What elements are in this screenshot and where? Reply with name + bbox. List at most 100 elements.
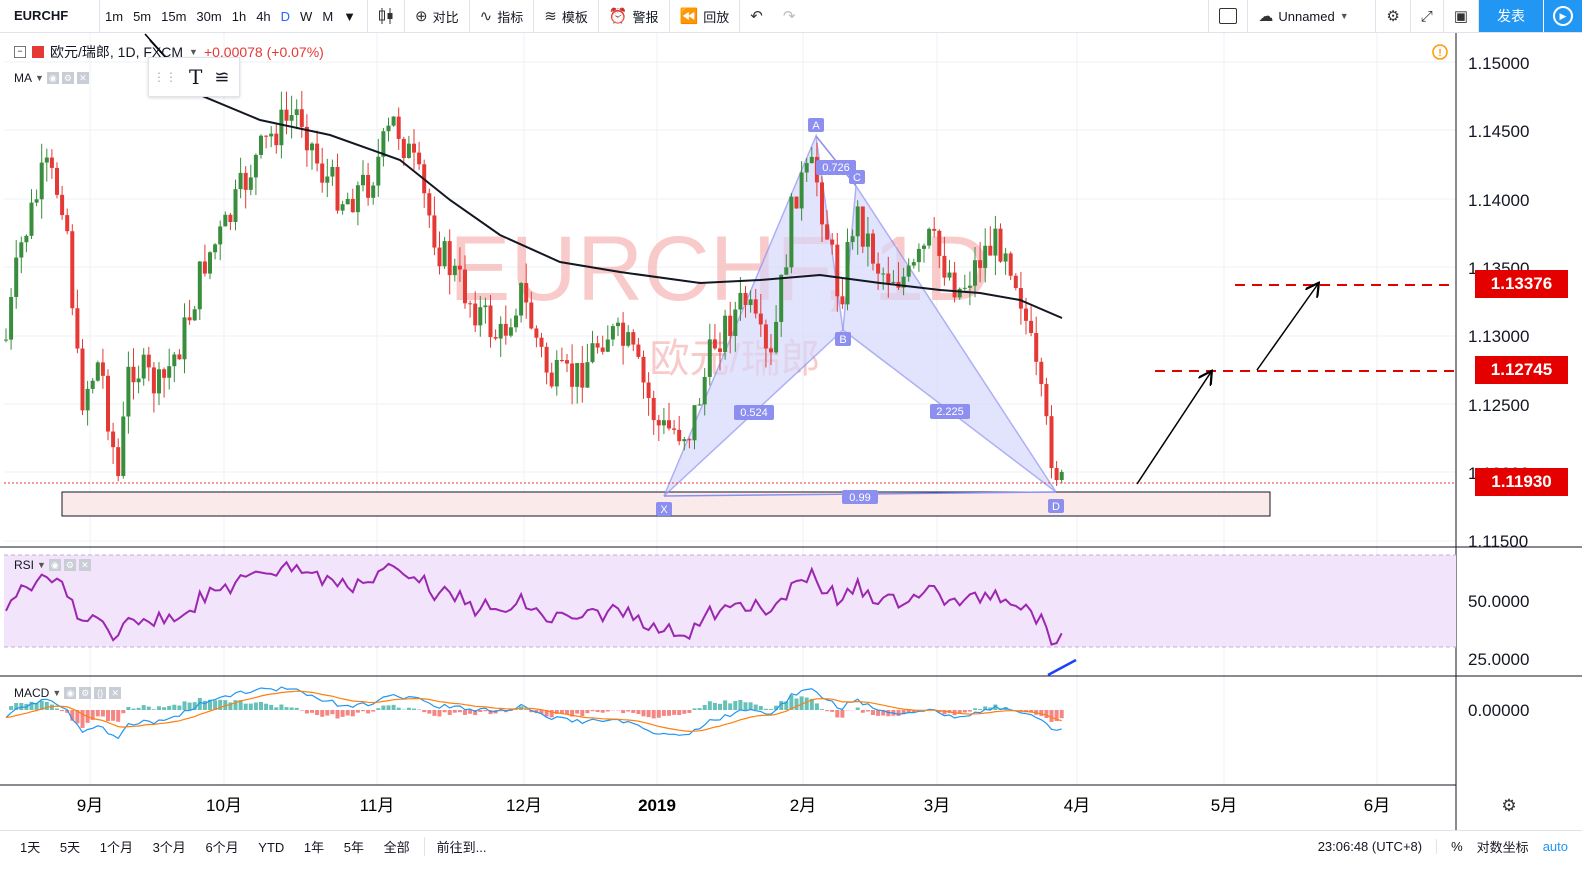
pattern-point-d[interactable]: D — [1048, 499, 1064, 513]
range-1m[interactable]: 1个月 — [99, 839, 133, 855]
chart-canvas[interactable]: EURCHF, 1D 欧元/瑞郎 X A B C D 0.524 0.726 2… — [0, 0, 1582, 830]
rsi-caret-icon[interactable]: ▼ — [37, 560, 46, 570]
bottom-right-controls: 23:06:48 (UTC+8) % 对数坐标 auto — [1318, 831, 1568, 861]
svg-text:X: X — [660, 504, 668, 516]
eye-icon[interactable]: ◉ — [48, 559, 61, 571]
eye-icon[interactable]: ◉ — [46, 72, 59, 84]
ratio-label-xab: 0.524 — [734, 405, 774, 420]
replay-button[interactable]: ⏪ 回放 — [670, 0, 741, 32]
interval-d[interactable]: D — [280, 8, 291, 24]
interval-1m[interactable]: 1m — [105, 8, 124, 24]
rsi-axis[interactable]: 50.0000 25.0000 — [1468, 592, 1529, 669]
undo-icon: ↶ — [750, 8, 763, 25]
series-title[interactable]: 欧元/瑞郎, 1D, FXCM — [50, 44, 184, 60]
source-code-icon[interactable]: {} — [94, 687, 107, 699]
indicators-label: 指标 — [497, 9, 524, 25]
text-tool-icon[interactable]: T — [189, 65, 203, 89]
target-price-label-1: 1.12745 — [1475, 356, 1568, 384]
rsi-legend[interactable]: RSI ▼ ◉ ⚙ ✕ — [14, 558, 91, 572]
goto-date-button[interactable]: 前往到... — [423, 836, 487, 856]
range-1y[interactable]: 1年 — [303, 839, 325, 855]
macd-caret-icon[interactable]: ▼ — [52, 688, 62, 698]
close-icon[interactable]: ✕ — [78, 559, 91, 571]
publish-button[interactable]: 发表 — [1479, 0, 1543, 32]
eye-icon[interactable]: ◉ — [64, 687, 77, 699]
interval-1h[interactable]: 1h — [231, 8, 247, 24]
settings-icon[interactable]: ⚙ — [79, 687, 92, 699]
interval-dropdown-icon[interactable]: ▼ — [343, 8, 357, 24]
svg-text:2.225: 2.225 — [936, 406, 964, 418]
snapshot-button[interactable]: ▣ — [1444, 0, 1479, 32]
redo-button[interactable]: ↷ — [773, 0, 806, 32]
log-scale-toggle[interactable]: 对数坐标 — [1476, 839, 1529, 855]
drawing-toolbox: ⋮⋮ T ≌ — [148, 57, 240, 97]
macd-legend[interactable]: MACD ▼ ◉ ⚙{} ✕ — [14, 686, 122, 700]
chevron-down-icon: ▼ — [1339, 11, 1349, 21]
ma-label: MA — [14, 71, 32, 85]
interval-5m[interactable]: 5m — [133, 8, 152, 24]
range-5d[interactable]: 5天 — [59, 839, 81, 855]
price-tick-6: 1.12500 — [1468, 396, 1529, 415]
pattern-point-x[interactable]: X — [656, 502, 672, 516]
percent-scale-toggle[interactable]: % — [1436, 838, 1463, 854]
square-icon — [1219, 8, 1238, 24]
price-change: +0.00078 (+0.07%) — [203, 44, 324, 60]
ma-legend[interactable]: MA ▼ ◉ ⚙ ✕ — [14, 71, 89, 85]
range-all[interactable]: 全部 — [383, 839, 410, 855]
arrow-up-1[interactable] — [1136, 372, 1211, 485]
range-5y[interactable]: 5年 — [343, 839, 365, 855]
ma-caret-icon[interactable]: ▼ — [35, 73, 44, 83]
settings-icon[interactable]: ⚙ — [63, 559, 76, 571]
range-ytd[interactable]: YTD — [258, 839, 285, 855]
pattern-point-a[interactable]: A — [808, 118, 824, 132]
pattern-point-b[interactable]: B — [835, 332, 851, 346]
price-tick-3: 1.14000 — [1468, 191, 1529, 210]
settings-button[interactable]: ⚙ — [1376, 0, 1411, 32]
play-button[interactable]: ▶ — [1543, 0, 1582, 32]
collapse-icon[interactable]: − — [14, 46, 26, 58]
rsi-tick-50: 50.0000 — [1468, 592, 1529, 611]
range-6m[interactable]: 6个月 — [205, 839, 239, 855]
line-style-icon[interactable]: ≌ — [214, 66, 230, 87]
interval-4h[interactable]: 4h — [256, 8, 271, 24]
interval-30m[interactable]: 30m — [196, 8, 222, 24]
undo-button[interactable]: ↶ — [740, 0, 773, 32]
macd-axis[interactable]: 0.00000 — [1468, 701, 1529, 720]
interval-15m[interactable]: 15m — [161, 8, 187, 24]
indicators-button[interactable]: ∿ 指标 — [470, 0, 535, 32]
time-label-jun: 6月 — [1364, 796, 1390, 815]
alert-label: 警报 — [632, 9, 659, 25]
price-pane[interactable] — [4, 33, 1456, 547]
trend-line-drawing[interactable] — [144, 33, 169, 61]
clock-timezone[interactable]: 23:06:48 (UTC+8) — [1317, 838, 1423, 854]
range-3m[interactable]: 3个月 — [152, 839, 186, 855]
alert-button[interactable]: ⏰ 警报 — [599, 0, 670, 32]
settings-icon[interactable]: ⚙ — [61, 72, 74, 84]
symbol-search[interactable]: EURCHF — [0, 0, 100, 32]
interval-m[interactable]: M — [322, 8, 334, 24]
fullscreen-toggle-button[interactable] — [1208, 0, 1249, 32]
time-label-apr: 4月 — [1064, 796, 1090, 815]
close-icon[interactable]: ✕ — [76, 72, 89, 84]
templates-button[interactable]: ≋ 模板 — [534, 0, 599, 32]
layout-button[interactable]: ☁ Unnamed ▼ — [1248, 0, 1377, 32]
range-1d[interactable]: 1天 — [20, 839, 41, 855]
arrow-up-2[interactable] — [1256, 284, 1318, 371]
auto-scale-toggle[interactable]: auto — [1542, 838, 1568, 854]
series-caret-icon[interactable]: ▼ — [189, 47, 198, 57]
chart-type-button[interactable] — [368, 0, 406, 32]
rewind-icon: ⏪ — [679, 8, 699, 25]
drag-handle-icon[interactable]: ⋮⋮ — [153, 70, 177, 84]
macd-signal-line — [5, 690, 1062, 733]
rsi-divergence-line[interactable] — [1047, 658, 1077, 677]
time-label-feb: 2月 — [790, 796, 816, 815]
time-axis[interactable]: 9月 10月 11月 12月 2019 2月 3月 4月 5月 6月 — [77, 796, 1390, 815]
axis-settings-gear-icon[interactable]: ⚙ — [1501, 796, 1516, 815]
top-toolbar: EURCHF 1m 5m 15m 30m 1h 4h D W M ▼ ⊕ 对比 ∿… — [0, 0, 1582, 33]
time-label-dec: 12月 — [506, 796, 542, 815]
fullscreen-button[interactable]: ⤢ — [1411, 0, 1444, 32]
compare-button[interactable]: ⊕ 对比 — [405, 0, 470, 32]
close-icon[interactable]: ✕ — [109, 687, 122, 699]
interval-w[interactable]: W — [300, 8, 313, 24]
warning-icon[interactable]: ! — [1432, 44, 1448, 60]
